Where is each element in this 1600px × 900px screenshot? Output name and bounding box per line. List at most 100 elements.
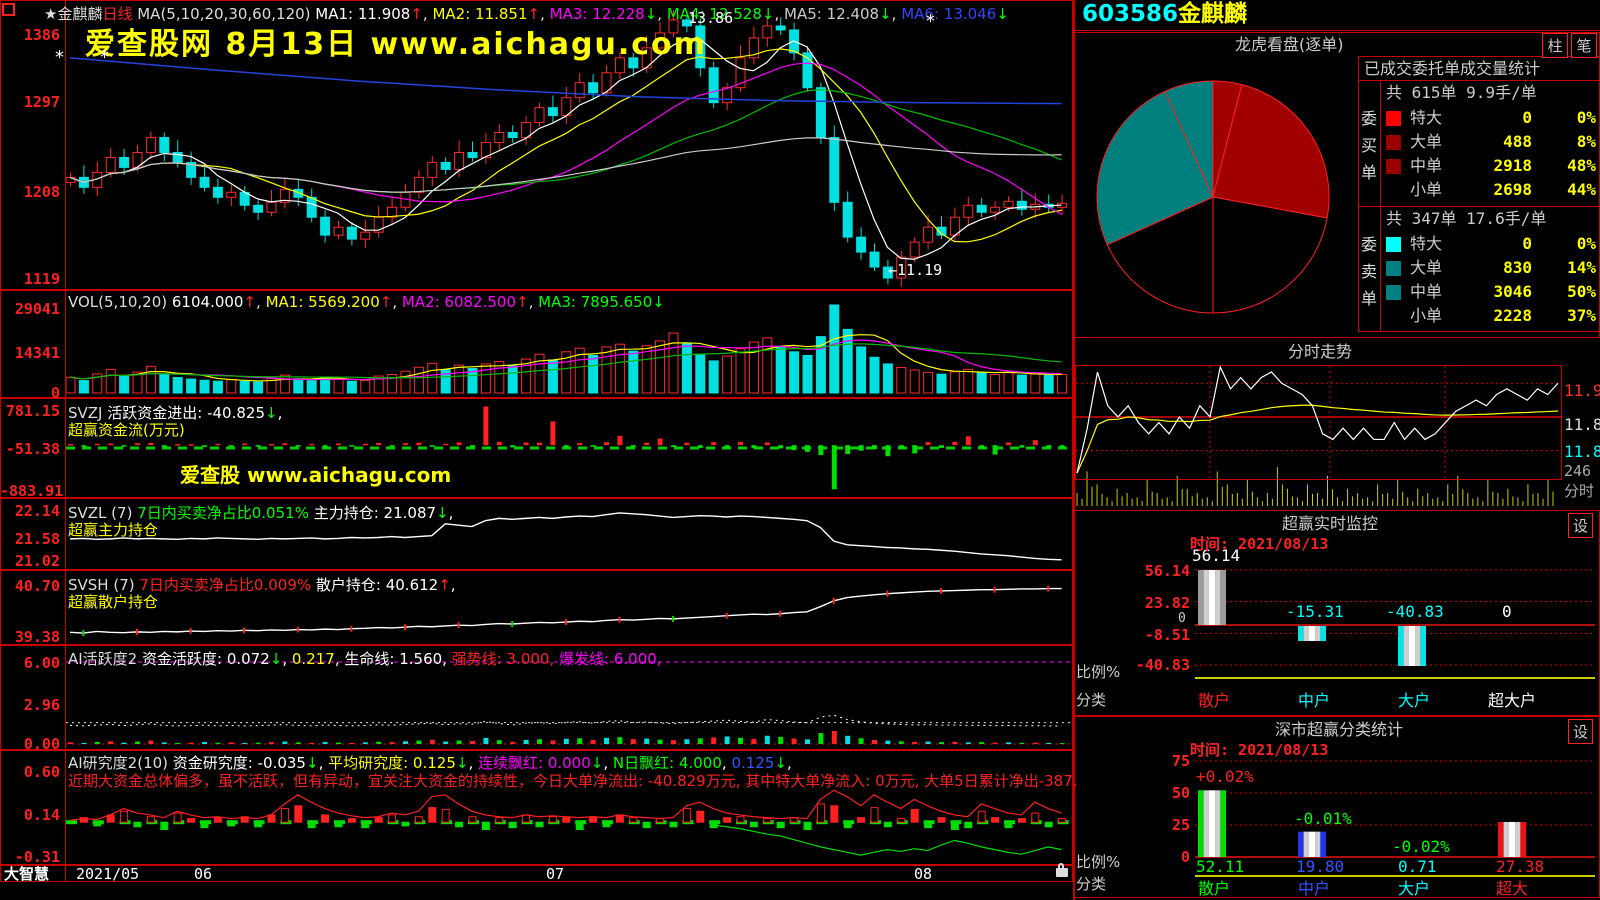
header-segment: ★金麒麟 <box>44 5 103 23</box>
stroke-mode-button[interactable]: 笔 <box>1571 33 1597 58</box>
monitor-value-label: 0 <box>1502 602 1512 621</box>
header-segment: , <box>786 754 792 772</box>
szstats-value-label: 52.11 <box>1196 857 1245 876</box>
header-segment: ↑ <box>379 293 393 311</box>
monitor-value-label: -15.31 <box>1286 602 1344 621</box>
axis-label: 22.14 <box>14 502 60 520</box>
order-row-count: 2228 <box>1493 306 1532 325</box>
header-segment: , <box>282 650 292 668</box>
order-row-pct: 50% <box>1567 282 1596 301</box>
axis-label: 21.58 <box>14 530 60 548</box>
event-marker-icon: * <box>55 47 64 68</box>
order-row-count: 2698 <box>1493 180 1532 199</box>
order-row-label: 特大 <box>1410 108 1443 127</box>
szstats-pct-label: -0.01% <box>1294 809 1352 828</box>
order-table-line <box>1380 80 1381 332</box>
header-segment: ↑ <box>243 293 257 311</box>
event-marker-icon: * <box>100 47 109 68</box>
pane-border <box>0 290 1073 398</box>
header-segment: MA1: 5569.200 <box>265 293 380 311</box>
header-segment: ↑ <box>516 293 529 311</box>
order-row-pct: 44% <box>1567 180 1596 199</box>
header-segment: ↓ <box>455 754 469 772</box>
header-segment: ↓ <box>879 5 892 23</box>
pane-axis-line <box>65 290 66 398</box>
header-segment: , <box>603 754 613 772</box>
header-segment: ↓ <box>269 650 283 668</box>
order-row-count: 830 <box>1503 258 1532 277</box>
volume-pane-header: VOL(5,10,20) 6104.000↑, MA1: 5569.200↑, … <box>68 293 665 311</box>
header-segment: , <box>774 5 785 23</box>
ai-research-pane-header: AI研究度2(10) 资金研究度: -0.035↓, 平均研究度: 0.125↓… <box>68 752 792 773</box>
right-panel-canvas[interactable] <box>1073 0 1600 900</box>
lock-icon[interactable] <box>1056 863 1068 877</box>
timeline-tick: 2021/05 <box>76 865 140 883</box>
monitor-time: 时间: 2021/08/13 <box>1190 535 1329 553</box>
header-segment: ↓ <box>652 293 665 311</box>
timeline-tick: 08 <box>914 865 933 883</box>
pane-axis-line <box>65 398 66 498</box>
pane-border <box>0 750 1073 865</box>
svsh-pane-header: SVSH (7) 7日内买卖净占比0.009% 散户持仓: 40.612↑, <box>68 574 456 595</box>
header-segment: MA3: 7895.650 <box>538 293 653 311</box>
pane-axis-line <box>65 0 66 290</box>
header-segment: 超赢散户持仓 <box>68 593 159 611</box>
axis-label: 6.00 <box>23 654 60 672</box>
order-table-line <box>1358 80 1600 81</box>
header-segment: , <box>721 754 732 772</box>
szstats-title: 深市超赢分类统计 <box>1275 720 1404 739</box>
szstats-settings-button[interactable]: 设 <box>1568 719 1593 744</box>
svzj-pane-header: SVZJ 活跃资金进出: -40.825↓, <box>68 402 282 423</box>
corner-marker-icon <box>2 3 15 16</box>
monitor-settings-button[interactable]: 设 <box>1568 513 1593 538</box>
szstats-time: 时间: 2021/08/13 <box>1190 741 1329 759</box>
ai-research-comment: 近期大资金总体偏多，虽不活跃，但有异动，宜关注大资金的持续性，今日大单净流出: … <box>68 772 1078 790</box>
header-segment: MA1: 11.908 <box>315 5 411 23</box>
order-table-title: 已成交委托单成交量统计 <box>1364 59 1541 78</box>
pane-axis-line <box>65 865 66 882</box>
header-segment: MA2: 6082.500 <box>401 293 516 311</box>
order-row-pct: 14% <box>1567 258 1596 277</box>
szstats-value-label: 19.80 <box>1296 857 1345 876</box>
szstats-value-label: 0.71 <box>1398 857 1437 876</box>
header-segment: ↓ <box>265 404 278 422</box>
svzl-pane-subtitle: 超赢主力持仓 <box>68 519 158 540</box>
intraday-title: 分时走势 <box>1288 342 1353 361</box>
header-segment: 7日内买卖净占比0.051% <box>137 504 309 522</box>
low-price-note: ←11.19 <box>888 261 943 279</box>
header-segment: , <box>392 293 402 311</box>
bar-mode-button[interactable]: 柱 <box>1542 33 1568 58</box>
svzl-pane-header: SVZL (7) 7日内买卖净占比0.051% 主力持仓: 21.087↓, <box>68 502 453 523</box>
watermark-main: 爱查股网 8月13日 www.aichagu.com <box>85 27 707 62</box>
daily-chart-canvas[interactable] <box>0 0 1073 882</box>
monitor-category-label: 超大户 <box>1488 691 1537 710</box>
pane-axis-line <box>65 750 66 865</box>
header-segment: 资金研究度: -0.035 <box>172 754 306 772</box>
order-row-swatch <box>1386 261 1401 276</box>
order-row-count: 488 <box>1503 132 1532 151</box>
stock-name: 金麒麟 <box>1178 1 1247 27</box>
header-segment: AI研究度2(10) <box>68 754 173 772</box>
order-row-pct: 8% <box>1576 132 1596 151</box>
header-segment: MA6: 13.046 <box>901 5 997 23</box>
order-row-label: 特大 <box>1410 234 1443 253</box>
order-row-pct: 37% <box>1567 306 1596 325</box>
order-row-count: 0 <box>1522 108 1532 127</box>
order-side-label: 单 <box>1361 163 1378 182</box>
header-segment: , <box>256 293 266 311</box>
app-brand: 大智慧 <box>4 865 50 883</box>
monitor-axis-label: -40.83 <box>1135 656 1190 674</box>
header-segment: 超赢主力持仓 <box>68 521 159 539</box>
header-segment: 爆发线: 6.000, <box>559 650 662 668</box>
header-segment: 7日内买卖净占比0.009% <box>139 576 312 594</box>
szstats-pct-label: -0.02% <box>1392 837 1450 856</box>
order-row-label: 中单 <box>1410 156 1443 175</box>
header-segment: , <box>891 5 902 23</box>
monitor-axis-label: 23.82 <box>1144 594 1190 612</box>
axis-label: 14341 <box>14 344 60 362</box>
axis-label: 0 <box>50 384 60 402</box>
header-segment: , <box>318 754 329 772</box>
header-segment: 6104.000 <box>171 293 244 311</box>
header-segment: VOL(5,10,20) <box>68 293 172 311</box>
header-segment: ↓ <box>996 5 1009 23</box>
